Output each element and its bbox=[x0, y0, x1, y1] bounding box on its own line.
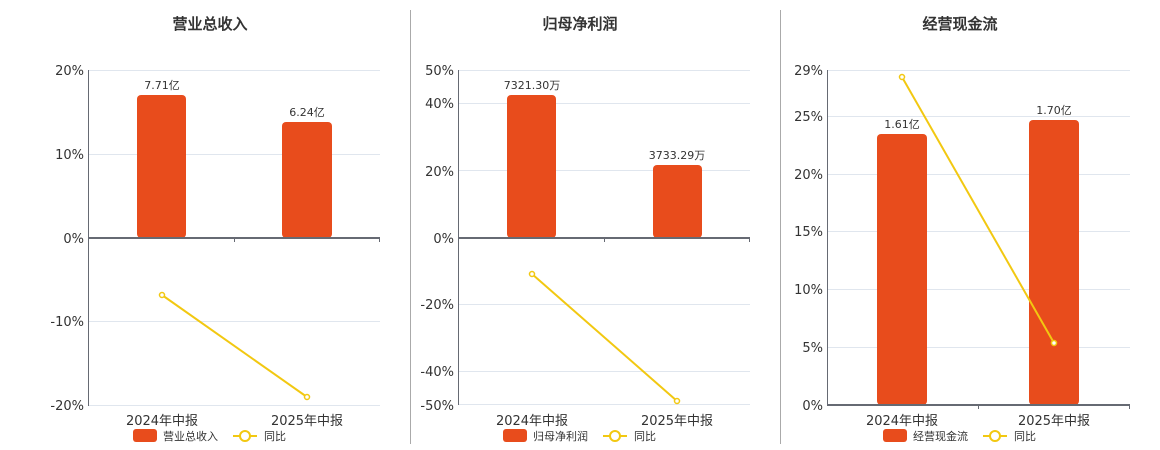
bar-label: 6.24亿 bbox=[289, 106, 325, 119]
legend-label[interactable]: 同比 bbox=[634, 430, 656, 443]
bar[interactable] bbox=[282, 122, 332, 238]
bar-label: 7321.30万 bbox=[504, 79, 561, 92]
y-axis-ticks: 29% 25% 20% 15% 10% 5% 0% bbox=[794, 64, 823, 414]
yoy-line bbox=[161, 294, 308, 398]
legend-label[interactable]: 同比 bbox=[264, 430, 286, 443]
bar-label: 7.71亿 bbox=[144, 79, 180, 92]
y-tick: 29% bbox=[794, 64, 823, 79]
bar[interactable] bbox=[137, 95, 186, 238]
gridlines bbox=[828, 70, 1130, 348]
y-axis-ticks: 20% 10% 0% -10% -20% bbox=[50, 64, 84, 414]
line-point[interactable] bbox=[898, 73, 906, 81]
x-category: 2025年中报 bbox=[271, 414, 343, 429]
y-tick: 0% bbox=[802, 399, 823, 414]
y-tick: 10% bbox=[55, 148, 84, 163]
legend-label[interactable]: 经营现金流 bbox=[913, 429, 968, 443]
legend-label[interactable]: 营业总收入 bbox=[163, 429, 218, 443]
y-tick: 20% bbox=[55, 64, 84, 79]
bar[interactable] bbox=[653, 165, 702, 238]
bar[interactable] bbox=[877, 134, 927, 405]
y-tick: 10% bbox=[794, 283, 823, 298]
y-tick: 20% bbox=[794, 168, 823, 183]
legend-bar-swatch[interactable] bbox=[133, 429, 157, 442]
legend-label[interactable]: 归母净利润 bbox=[533, 429, 588, 443]
x-category: 2025年中报 bbox=[1018, 414, 1090, 429]
y-tick: -20% bbox=[420, 298, 454, 313]
y-axis-ticks: 50% 40% 20% 0% -20% -40% -50% bbox=[420, 64, 454, 414]
y-tick: 5% bbox=[802, 341, 823, 356]
legend: 经营现金流 同比 bbox=[883, 429, 1036, 443]
y-tick: 40% bbox=[425, 97, 454, 112]
chart-title: 归母净利润 bbox=[542, 15, 617, 33]
legend: 归母净利润 同比 bbox=[503, 429, 656, 443]
x-category: 2025年中报 bbox=[641, 414, 713, 429]
y-tick: -40% bbox=[420, 365, 454, 380]
yoy-line bbox=[901, 76, 1055, 344]
chart-net-profit: 归母净利润 50% 40% 20% 0% -20% -40% -50% 7321… bbox=[420, 15, 750, 443]
y-tick: -20% bbox=[50, 399, 84, 414]
y-tick: 15% bbox=[794, 225, 823, 240]
chart-operating-cashflow: 经营现金流 29% 25% 20% 15% 10% 5% 0% 1.61亿 1.… bbox=[794, 15, 1130, 443]
bar-label: 1.70亿 bbox=[1036, 104, 1072, 117]
chart-title: 营业总收入 bbox=[172, 15, 247, 33]
y-tick: 50% bbox=[425, 64, 454, 79]
line-point[interactable] bbox=[673, 397, 681, 405]
chart-title: 经营现金流 bbox=[922, 15, 997, 33]
line-point[interactable] bbox=[158, 291, 166, 299]
bar[interactable] bbox=[1029, 120, 1079, 405]
chart-revenue: 营业总收入 20% 10% 0% -10% -20% 7.71亿 6.24亿 2… bbox=[50, 15, 380, 443]
yoy-line bbox=[531, 273, 678, 402]
legend-label[interactable]: 同比 bbox=[1014, 430, 1036, 443]
line-point[interactable] bbox=[303, 393, 311, 401]
x-category: 2024年中报 bbox=[866, 414, 938, 429]
y-tick: 25% bbox=[794, 110, 823, 125]
legend-bar-swatch[interactable] bbox=[883, 429, 907, 442]
y-tick: 0% bbox=[63, 232, 84, 247]
x-category: 2024年中报 bbox=[126, 414, 198, 429]
y-tick: 20% bbox=[425, 165, 454, 180]
bar-label: 1.61亿 bbox=[884, 118, 920, 131]
x-category: 2024年中报 bbox=[496, 414, 568, 429]
panel-divider bbox=[780, 10, 781, 444]
line-point[interactable] bbox=[528, 270, 536, 278]
bar[interactable] bbox=[507, 95, 556, 238]
bar-label: 3733.29万 bbox=[649, 149, 706, 162]
line-point[interactable] bbox=[1050, 339, 1058, 347]
y-tick: 0% bbox=[433, 232, 454, 247]
legend-bar-swatch[interactable] bbox=[503, 429, 527, 442]
legend: 营业总收入 同比 bbox=[133, 429, 286, 443]
y-tick: -10% bbox=[50, 315, 84, 330]
panel-divider bbox=[410, 10, 411, 444]
y-tick: -50% bbox=[420, 399, 454, 414]
